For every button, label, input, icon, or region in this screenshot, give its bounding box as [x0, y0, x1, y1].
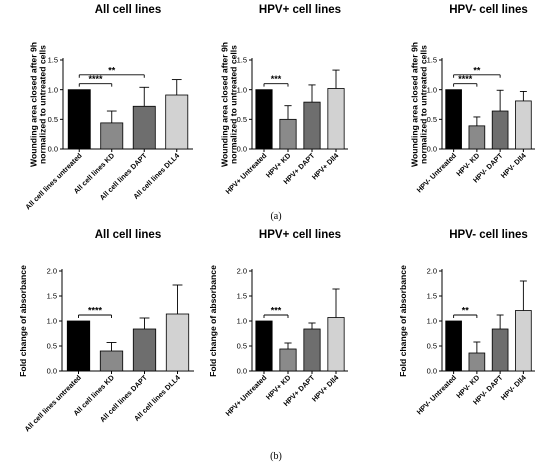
bar — [445, 89, 462, 150]
significance-label: ** — [462, 306, 470, 316]
y-axis-label-line: normalized to untreated cells — [38, 45, 48, 164]
category-label: HPV- Untreated — [415, 373, 458, 416]
bar — [255, 89, 273, 150]
y-tick-label: 0.0 — [427, 367, 437, 376]
y-axis-label-line: Fold change of absorbance — [398, 265, 408, 377]
bar — [100, 122, 124, 150]
category-label: HPV- Dll4 — [499, 151, 528, 180]
y-tick-label: 2.0 — [47, 267, 57, 276]
bar — [303, 101, 321, 150]
y-tick-label: 1.0 — [237, 85, 247, 94]
y-tick-label: 2.0 — [427, 267, 437, 276]
bar — [255, 320, 273, 372]
y-axis-label-line: Fold change of absorbance — [208, 265, 218, 377]
bar — [327, 88, 345, 150]
chart-title: HPV- cell lines — [449, 229, 528, 241]
chart-title: All cell lines — [95, 229, 161, 241]
bar — [515, 310, 532, 372]
y-tick-label: 1.5 — [48, 56, 58, 65]
chart-6: HPV- cell lines Fold change of absorbance… — [398, 229, 535, 416]
y-tick-label: 0.5 — [48, 115, 58, 124]
bar — [132, 105, 156, 150]
chart-title: HPV+ cell lines — [259, 229, 341, 241]
bar — [491, 328, 509, 372]
y-axis-label: Fold change of absorbance — [208, 265, 218, 377]
y-axis-label: Fold change of absorbance — [398, 265, 408, 377]
y-tick-label: 1.0 — [427, 85, 437, 94]
y-tick-label: 0.0 — [237, 145, 247, 154]
y-axis-label-line: Wounding area closed after 9h — [219, 42, 229, 167]
chart-title: HPV- cell lines — [449, 4, 528, 16]
bar — [303, 328, 321, 372]
chart-1: All cell lines Wounding area closed after… — [23, 4, 193, 211]
bar — [99, 350, 124, 372]
chart-4: All cell lines Fold change of absorbance 0… — [18, 229, 194, 433]
bar — [491, 110, 509, 150]
significance-label: **** — [88, 74, 103, 84]
y-axis-label: Wounding area closed after 9hnormalized … — [409, 42, 428, 167]
bar — [132, 328, 157, 372]
category-label: HPV+ Untreated — [223, 373, 268, 418]
chart-5: HPV+ cell lines Fold change of absorbance… — [208, 229, 348, 418]
y-axis-label: Wounding area closed after 9hnormalized … — [219, 42, 238, 167]
y-tick-label: 1.5 — [237, 292, 247, 301]
bar — [468, 352, 486, 372]
y-tick-label: 0.0 — [47, 367, 57, 376]
y-tick-label: 1.0 — [237, 317, 247, 326]
bar — [445, 320, 462, 372]
y-axis-label-line: Fold change of absorbance — [18, 265, 28, 377]
panel-label-b: (b) — [270, 451, 282, 462]
y-tick-label: 1.0 — [427, 317, 437, 326]
y-tick-label: 0.0 — [237, 367, 247, 376]
bar — [279, 348, 297, 372]
y-tick-label: 0.5 — [427, 342, 437, 351]
bar — [515, 100, 532, 150]
y-tick-label: 1.5 — [237, 56, 247, 65]
bar — [279, 118, 297, 150]
y-axis-label-line: Wounding area closed after 9h — [409, 42, 419, 167]
significance-label: **** — [458, 74, 473, 84]
y-axis-label: Wounding area closed after 9hnormalized … — [28, 42, 47, 167]
y-axis-label: Fold change of absorbance — [18, 265, 28, 377]
bar — [67, 89, 91, 150]
bar — [66, 320, 91, 372]
y-tick-label: 0.5 — [427, 115, 437, 124]
y-tick-label: 1.0 — [47, 317, 57, 326]
panel-label-a: (a) — [270, 211, 281, 222]
significance-label: ** — [473, 65, 481, 75]
significance-label: ** — [108, 65, 116, 75]
chart-3: HPV- cell lines Wounding area closed afte… — [409, 4, 535, 194]
chart-title: All cell lines — [95, 4, 161, 16]
category-label: HPV- Dll4 — [499, 373, 528, 402]
y-tick-label: 0.5 — [47, 342, 57, 351]
y-tick-label: 0.5 — [237, 342, 247, 351]
y-tick-label: 1.5 — [47, 292, 57, 301]
y-axis-label-line: Wounding area closed after 9h — [28, 42, 38, 167]
y-axis-label-line: normalized to untreated cells — [419, 45, 429, 164]
significance-label: *** — [271, 306, 282, 316]
y-tick-label: 1.0 — [48, 85, 58, 94]
chart-title: HPV+ cell lines — [259, 4, 341, 16]
y-tick-label: 1.5 — [427, 292, 437, 301]
y-tick-label: 0.0 — [48, 145, 58, 154]
y-tick-label: 2.0 — [237, 267, 247, 276]
bar — [327, 317, 345, 372]
significance-label: **** — [88, 306, 103, 316]
y-tick-label: 1.5 — [427, 56, 437, 65]
y-axis-label-line: normalized to untreated cells — [229, 45, 239, 164]
chart-2: HPV+ cell lines Wounding area closed afte… — [219, 4, 348, 196]
y-tick-label: 0.5 — [237, 115, 247, 124]
bar — [165, 94, 189, 150]
bar — [468, 125, 486, 150]
significance-label: *** — [271, 74, 282, 84]
category-label: All cell lines untreated — [23, 373, 83, 433]
y-tick-label: 0.0 — [427, 145, 437, 154]
bar — [165, 313, 190, 372]
